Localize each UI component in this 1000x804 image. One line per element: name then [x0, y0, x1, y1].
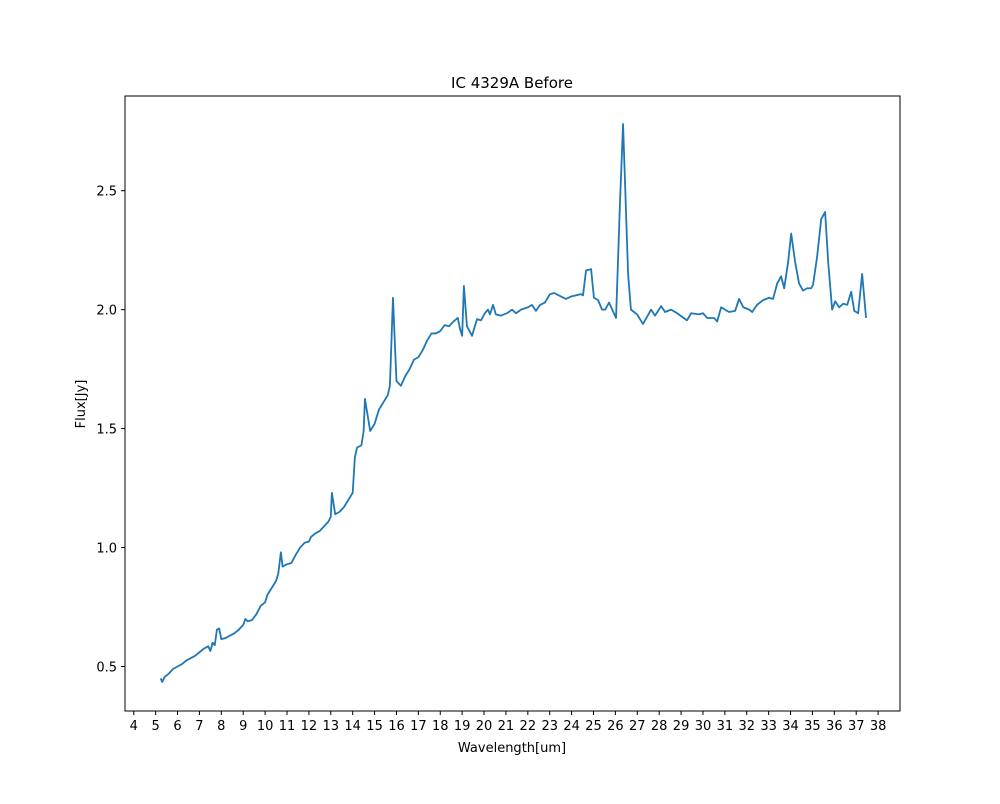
x-tick-label: 7 [195, 719, 203, 734]
x-tick-label: 23 [541, 719, 558, 734]
x-tick-label: 24 [563, 719, 580, 734]
x-tick-label: 38 [870, 719, 887, 734]
x-tick-label: 31 [717, 719, 734, 734]
y-axis-label: Flux[Jy] [74, 380, 89, 429]
x-tick-label: 6 [173, 719, 181, 734]
x-tick-label: 8 [217, 719, 225, 734]
y-tick-label: 0.5 [96, 661, 117, 676]
x-tick-label: 20 [476, 719, 493, 734]
x-tick-label: 21 [498, 719, 515, 734]
x-tick-label: 18 [432, 719, 449, 734]
data-line [159, 123, 867, 683]
x-tick-label: 29 [673, 719, 690, 734]
x-tick-label: 26 [607, 719, 624, 734]
x-tick-label: 5 [152, 719, 160, 734]
y-tick-label: 1.5 [96, 423, 117, 438]
x-tick-label: 35 [804, 719, 821, 734]
x-tick-label: 37 [848, 719, 865, 734]
x-tick-label: 34 [782, 719, 799, 734]
x-tick-label: 32 [738, 719, 755, 734]
x-tick-label: 15 [366, 719, 383, 734]
y-tick-label: 2.0 [96, 304, 117, 319]
x-tick-label: 19 [454, 719, 471, 734]
x-tick-label: 12 [301, 719, 318, 734]
x-tick-label: 22 [520, 719, 537, 734]
x-tick-label: 30 [695, 719, 712, 734]
x-tick-label: 33 [760, 719, 777, 734]
x-tick-label: 9 [239, 719, 247, 734]
x-tick-label: 28 [651, 719, 668, 734]
x-tick-label: 13 [323, 719, 340, 734]
y-tick-label: 2.5 [96, 185, 117, 200]
y-tick-label: 1.0 [96, 542, 117, 557]
x-tick-label: 14 [344, 719, 361, 734]
x-tick-label: 25 [585, 719, 602, 734]
x-tick-label: 4 [130, 719, 138, 734]
x-tick-label: 16 [388, 719, 405, 734]
x-tick-label: 27 [629, 719, 646, 734]
x-tick-label: 11 [279, 719, 296, 734]
plot-frame [124, 95, 901, 712]
chart-title: IC 4329A Before [451, 74, 573, 92]
x-tick-label: 17 [410, 719, 427, 734]
x-tick-label: 36 [826, 719, 843, 734]
x-tick-label: 10 [257, 719, 274, 734]
x-axis-label: Wavelength[um] [458, 741, 566, 756]
